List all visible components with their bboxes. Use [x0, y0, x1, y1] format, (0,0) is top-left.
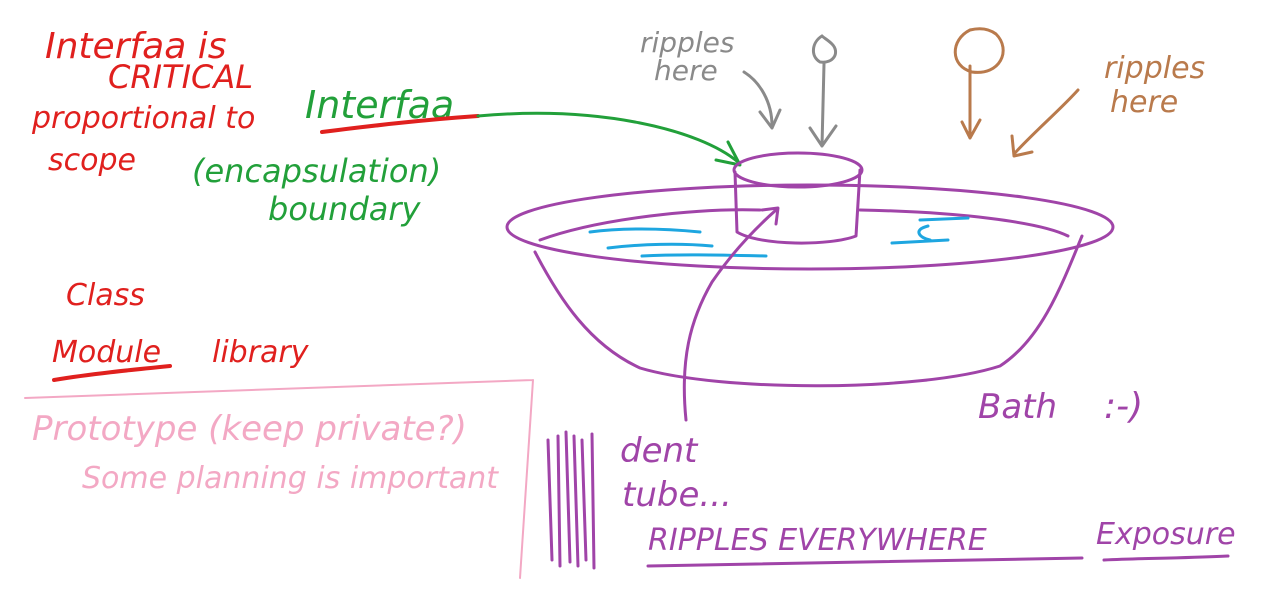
bath-label: Bath :-) — [978, 386, 1143, 427]
bathtub — [505, 151, 1115, 422]
ripples-brown-line-1: ripples — [1104, 51, 1205, 86]
planning-text: Some planning is important — [82, 461, 499, 496]
dent-cylinder-top — [732, 151, 864, 189]
smiley-text: :-) — [1104, 386, 1143, 427]
gray-drop-arrow — [808, 62, 838, 148]
scope-text: scope — [48, 143, 136, 178]
brown-drop-icon — [953, 27, 1005, 74]
ripple-3 — [640, 253, 768, 258]
ripples-brown-line-2: here — [1110, 85, 1178, 120]
prototype-box-border — [24, 379, 534, 579]
module-underline — [52, 364, 172, 382]
interface-pointer-arrow — [476, 111, 740, 164]
encapsulation-text: (encapsulation) — [192, 152, 441, 190]
ripples-gray-arrow — [742, 70, 774, 128]
prototype-box: Prototype (keep private?) Some planning … — [24, 379, 534, 579]
interface-critical-line-1: Interfaa is — [45, 26, 227, 67]
dent-text: dent — [620, 431, 699, 471]
ripples-everywhere-text: RIPPLES EVERYWHERE — [648, 523, 987, 558]
interface-critical-line-2: CRITICAL — [108, 58, 253, 96]
gray-drop-icon — [812, 34, 837, 64]
class-text: Class — [66, 278, 145, 313]
ripples-gray-line-2: here — [654, 54, 718, 87]
exposure-underline — [1102, 554, 1230, 562]
module-text: Module — [52, 335, 161, 370]
ripples-gray-line-1: ripples — [640, 26, 734, 59]
brown-notes: ripples here — [953, 27, 1205, 158]
gray-notes: ripples here — [640, 26, 838, 148]
tube-text: tube... — [622, 475, 732, 515]
red-notes: Interfaa is CRITICAL proportional to sco… — [31, 26, 310, 382]
boundary-text: boundary — [268, 190, 422, 228]
proportional-to-text: proportional to — [31, 101, 255, 136]
ripple-2 — [606, 242, 714, 250]
water-ripples — [588, 216, 970, 258]
brown-drop-arrow — [960, 64, 982, 140]
prototype-text: Prototype (keep private?) — [32, 409, 467, 449]
ripple-4 — [890, 216, 970, 245]
ripples-gray-arrowhead — [758, 108, 782, 130]
library-text: library — [212, 335, 310, 370]
dent-tube-arrowhead — [760, 206, 780, 226]
tub-rim-outer — [505, 183, 1115, 271]
tube-hatching — [546, 430, 596, 570]
exposure-text: Exposure — [1096, 517, 1236, 552]
tub-rim-inner — [538, 208, 1070, 242]
dent-tube-arrow — [682, 208, 778, 422]
ripples-everywhere-underline — [646, 556, 1084, 568]
bottom-notes: dent tube... RIPPLES EVERYWHERE Exposure — [546, 430, 1236, 570]
interface-pointer-arrowhead — [714, 140, 742, 167]
ripples-brown-arrowhead — [1010, 134, 1034, 158]
tub-basin — [533, 234, 1084, 388]
ripple-1 — [588, 227, 702, 234]
ripples-brown-arrow — [1012, 88, 1080, 156]
green-notes: Interfaa (encapsulation) boundary — [192, 83, 742, 228]
bath-text: Bath — [978, 387, 1057, 427]
interface-green-underline — [320, 114, 480, 134]
dent-cylinder-body — [733, 168, 862, 245]
